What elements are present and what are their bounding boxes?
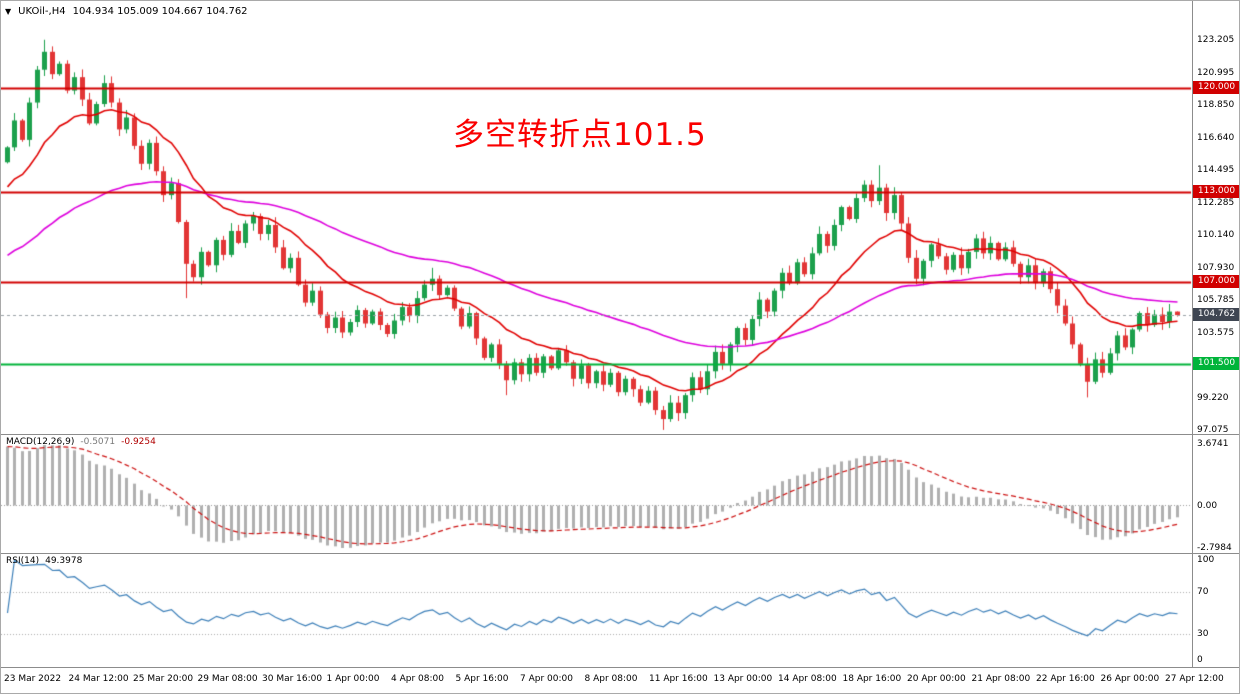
- rsi-axis-label: 100: [1197, 555, 1215, 565]
- price-tick-label: 99.220: [1197, 392, 1229, 403]
- price-tick-label: 112.285: [1197, 197, 1235, 208]
- rsi-axis-label: 30: [1197, 629, 1209, 640]
- time-axis-label: 18 Apr 16:00: [842, 674, 902, 684]
- time-axis-label: 24 Mar 12:00: [68, 674, 129, 684]
- macd-value-signal: -0.9254: [121, 437, 156, 447]
- time-axis-label: 14 Apr 08:00: [778, 674, 837, 684]
- level-price-badge: 113.000: [1193, 185, 1239, 199]
- level-price-badge: 107.000: [1193, 274, 1239, 288]
- time-axis-label: 8 Apr 08:00: [584, 674, 638, 684]
- price-tick-label: 116.640: [1197, 132, 1235, 143]
- macd-label: MACD(12,26,9): [6, 437, 75, 447]
- time-axis-label: 20 Apr 00:00: [907, 674, 966, 684]
- price-tick-label: 123.205: [1197, 34, 1235, 45]
- current-price-badge: 104.762: [1193, 308, 1239, 322]
- price-tick-label: 97.075: [1197, 424, 1229, 435]
- symbol-title: ▼ UKOil-,H4 104.934 105.009 104.667 104.…: [5, 6, 248, 17]
- time-axis-label: 22 Apr 16:00: [1036, 674, 1095, 684]
- time-axis-label: 29 Mar 08:00: [197, 674, 258, 684]
- time-axis-label: 4 Apr 08:00: [391, 674, 444, 684]
- time-axis-label: 25 Mar 20:00: [133, 674, 194, 684]
- chart-dropdown-icon[interactable]: ▼: [5, 6, 12, 16]
- level-price-badge: 120.000: [1193, 80, 1239, 94]
- price-tick-label: 110.140: [1197, 229, 1235, 240]
- price-tick-label: 105.785: [1197, 294, 1235, 305]
- rsi-axis-label: 0: [1197, 655, 1203, 665]
- macd-pane-separator[interactable]: [1, 434, 1239, 435]
- time-axis: 23 Mar 2022 24 Mar 12:00 25 Mar 20:00 29 Ma…: [1, 668, 1239, 693]
- macd-axis-max: 3.6741: [1197, 439, 1229, 449]
- macd-label-row: MACD(12,26,9) -0.5071 -0.9254: [6, 437, 156, 447]
- rsi-label: RSI(14): [6, 556, 40, 566]
- rsi-label-row: RSI(14) 49.3978: [6, 556, 82, 566]
- price-axis: 123.205 120.995 118.850 116.640 114.495 112.2…: [1193, 1, 1239, 667]
- macd-value-main: -0.5071: [80, 437, 116, 447]
- time-axis-label: 21 Apr 08:00: [971, 674, 1031, 684]
- price-tick-label: 114.495: [1197, 164, 1235, 175]
- time-axis-border: [1, 667, 1239, 668]
- price-tick-label: 118.850: [1197, 99, 1235, 110]
- price-axis-divider: [1192, 1, 1193, 667]
- time-axis-label: 23 Mar 2022: [4, 674, 62, 684]
- macd-axis-min: -2.7984: [1197, 543, 1232, 553]
- time-axis-label: 27 Apr 12:00: [1165, 674, 1224, 684]
- time-axis-label: 30 Mar 16:00: [262, 674, 323, 684]
- price-tick-label: 120.995: [1197, 67, 1235, 78]
- ohlc-values: 104.934 105.009 104.667 104.762: [72, 6, 248, 17]
- price-tick-label: 103.575: [1197, 327, 1235, 338]
- price-tick-label: 107.930: [1197, 262, 1235, 273]
- rsi-value: 49.3978: [45, 556, 83, 566]
- chart-annotation: 多空转折点101.5: [453, 117, 707, 153]
- rsi-pane-separator[interactable]: [1, 553, 1239, 554]
- macd-axis-zero: 0.00: [1197, 500, 1218, 511]
- time-axis-label: 13 Apr 00:00: [713, 674, 773, 684]
- time-axis-label: 11 Apr 16:00: [649, 674, 708, 684]
- time-axis-label: 26 Apr 00:00: [1100, 674, 1160, 684]
- time-axis-label: 1 Apr 00:00: [326, 674, 380, 684]
- time-axis-label: 7 Apr 00:00: [520, 674, 573, 684]
- rsi-axis-label: 70: [1197, 586, 1209, 597]
- level-price-badge: 101.500: [1193, 356, 1239, 370]
- symbol-timeframe: UKOil-,H4: [18, 6, 66, 17]
- time-axis-label: 5 Apr 16:00: [455, 674, 509, 684]
